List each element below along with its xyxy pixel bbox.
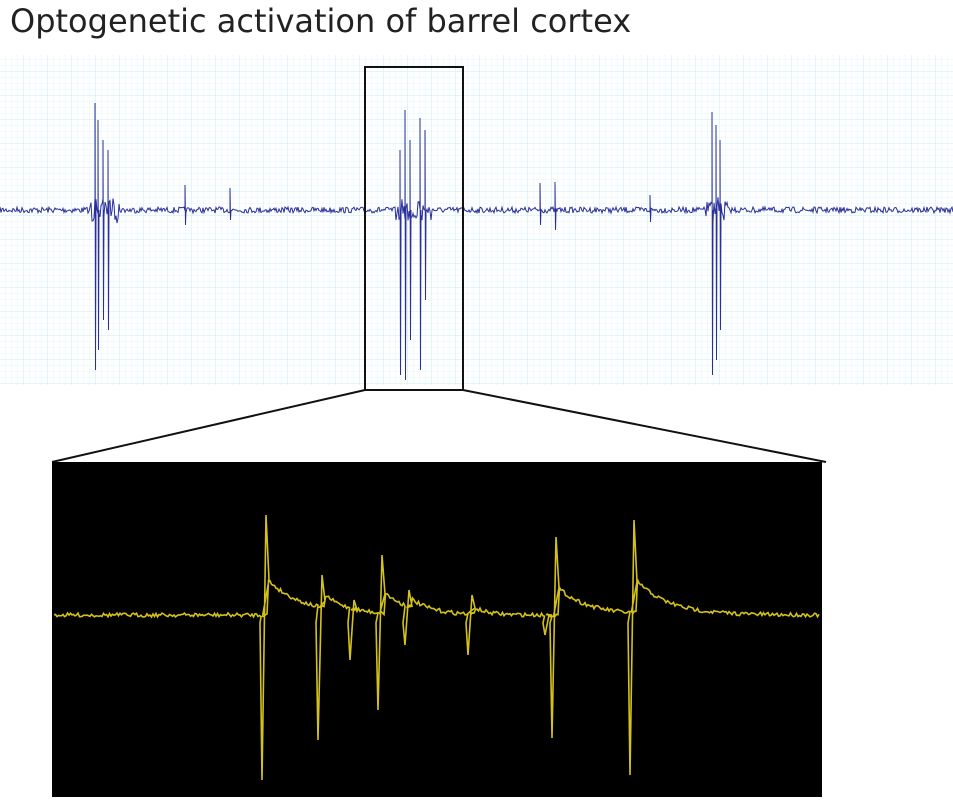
zoom-panel: [52, 462, 822, 797]
figure-title: Optogenetic activation of barrel cortex: [10, 2, 632, 40]
zoom-line: [51, 389, 366, 463]
overview-trace: [0, 102, 953, 381]
zoom-trace: [53, 514, 820, 781]
zoom-box: [364, 66, 464, 391]
zoom-line: [462, 389, 827, 463]
grid-background: [0, 55, 953, 385]
